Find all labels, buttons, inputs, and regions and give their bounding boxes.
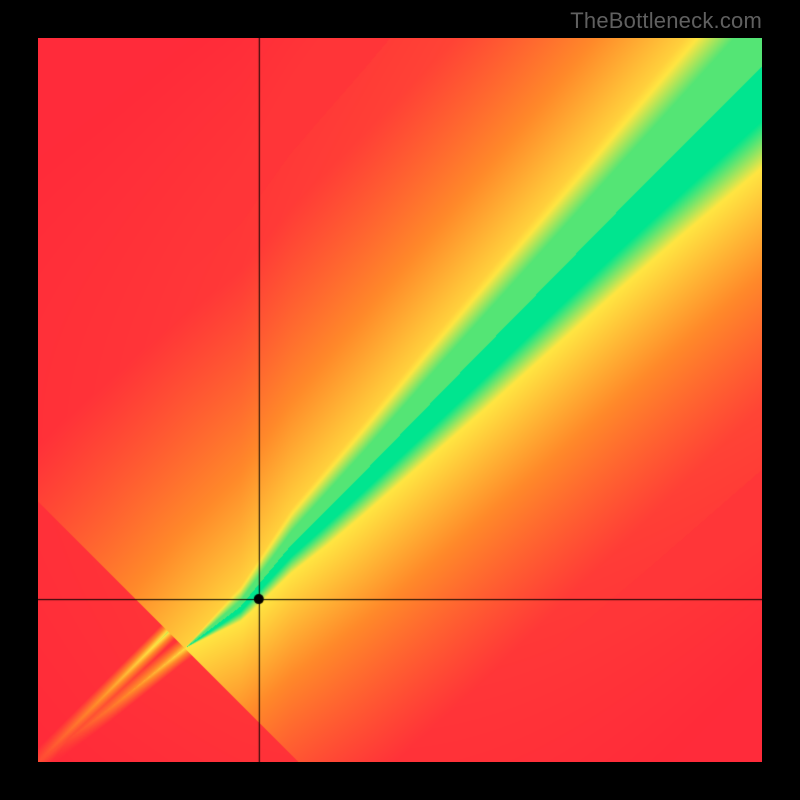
chart-container: TheBottleneck.com xyxy=(0,0,800,800)
watermark-text: TheBottleneck.com xyxy=(570,8,762,34)
bottleneck-heatmap-canvas xyxy=(38,38,762,762)
